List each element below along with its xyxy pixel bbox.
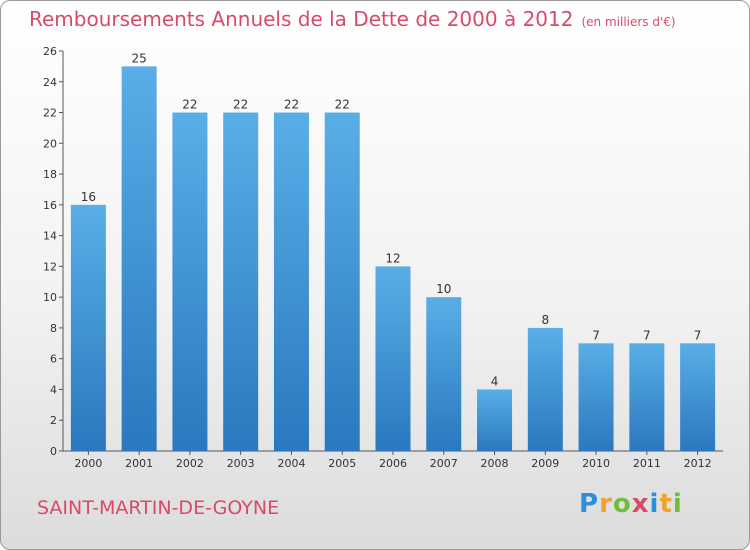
x-tick-label: 2010 bbox=[582, 457, 610, 470]
y-tick-label: 24 bbox=[43, 76, 57, 89]
bar-2003 bbox=[223, 112, 259, 452]
y-tick-label: 22 bbox=[43, 107, 57, 120]
x-tick-label: 2000 bbox=[74, 457, 102, 470]
logo-letter: P bbox=[579, 489, 600, 519]
bar-2011 bbox=[629, 343, 665, 451]
x-tick-label: 2006 bbox=[379, 457, 407, 470]
x-tick-label: 2007 bbox=[430, 457, 458, 470]
bar-2004 bbox=[273, 112, 309, 452]
logo-letter: t bbox=[659, 489, 673, 519]
x-tick-label: 2004 bbox=[277, 457, 305, 470]
y-tick-label: 18 bbox=[43, 168, 57, 181]
x-tick-label: 2011 bbox=[633, 457, 661, 470]
x-tick-label: 2001 bbox=[125, 457, 153, 470]
x-tick-label: 2003 bbox=[227, 457, 255, 470]
y-tick-label: 20 bbox=[43, 137, 57, 150]
data-label-2006: 12 bbox=[385, 251, 400, 265]
y-tick-label: 26 bbox=[43, 45, 57, 58]
bar-2012 bbox=[680, 343, 716, 451]
data-label-2004: 22 bbox=[284, 98, 299, 112]
commune-name: SAINT-MARTIN-DE-GOYNE bbox=[37, 497, 280, 519]
x-tick-label: 2008 bbox=[481, 457, 509, 470]
bar-2002 bbox=[172, 112, 208, 452]
x-tick-label: 2009 bbox=[531, 457, 559, 470]
bar-2008 bbox=[477, 389, 513, 451]
x-tick-label: 2005 bbox=[328, 457, 356, 470]
chart-title: Remboursements Annuels de la Dette de 20… bbox=[29, 7, 676, 31]
y-tick-label: 12 bbox=[43, 260, 57, 273]
chart-subtitle: (en milliers d'€) bbox=[581, 15, 676, 29]
logo-letter: i bbox=[672, 489, 683, 519]
proxiti-logo: Proxiti bbox=[579, 489, 683, 519]
y-tick-label: 10 bbox=[43, 291, 57, 304]
bar-2000 bbox=[70, 204, 106, 451]
logo-letter: x bbox=[631, 489, 650, 519]
data-label-2000: 16 bbox=[81, 190, 96, 204]
y-tick-label: 2 bbox=[50, 414, 57, 427]
y-tick-label: 14 bbox=[43, 230, 57, 243]
chart-title-text: Remboursements Annuels de la Dette de 20… bbox=[29, 7, 574, 31]
data-label-2008: 4 bbox=[491, 374, 499, 388]
data-label-2010: 7 bbox=[592, 328, 600, 342]
bar-2005 bbox=[324, 112, 360, 452]
data-label-2011: 7 bbox=[643, 328, 651, 342]
logo-letter: o bbox=[612, 489, 632, 519]
y-tick-label: 4 bbox=[50, 383, 57, 396]
bar-2007 bbox=[426, 297, 462, 451]
y-tick-label: 8 bbox=[50, 322, 57, 335]
x-tick-label: 2002 bbox=[176, 457, 204, 470]
y-tick-label: 6 bbox=[50, 353, 57, 366]
bar-2009 bbox=[527, 327, 563, 451]
y-tick-label: 16 bbox=[43, 199, 57, 212]
logo-letter: r bbox=[599, 489, 613, 519]
data-label-2007: 10 bbox=[436, 282, 451, 296]
data-labels: 16 25 22 22 22 22 12 10 4 8 7 7 7 bbox=[81, 51, 702, 388]
logo-letter: i bbox=[649, 489, 660, 519]
bars bbox=[70, 66, 716, 452]
bar-2006 bbox=[375, 266, 411, 451]
data-label-2003: 22 bbox=[233, 98, 248, 112]
x-tick-label: 2012 bbox=[684, 457, 712, 470]
bar-2001 bbox=[121, 66, 157, 451]
data-label-2002: 22 bbox=[182, 98, 197, 112]
bar-2010 bbox=[578, 343, 614, 451]
data-label-2012: 7 bbox=[694, 328, 702, 342]
data-label-2001: 25 bbox=[132, 51, 147, 65]
data-label-2005: 22 bbox=[335, 98, 350, 112]
y-tick-label: 0 bbox=[50, 445, 57, 458]
data-label-2009: 8 bbox=[541, 313, 549, 327]
